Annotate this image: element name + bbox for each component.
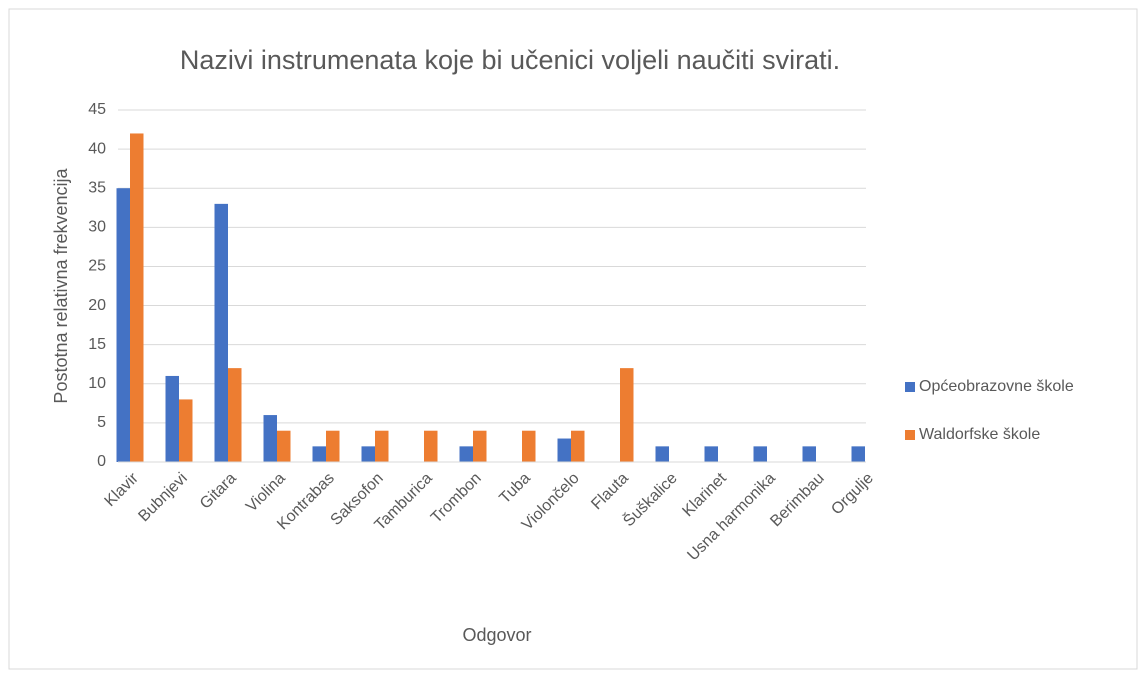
y-tick-label: 40 bbox=[88, 140, 106, 157]
legend-swatch bbox=[905, 382, 915, 392]
bar bbox=[655, 446, 669, 462]
bar bbox=[753, 446, 767, 462]
bar bbox=[130, 133, 144, 462]
bar bbox=[802, 446, 816, 462]
legend-label: Waldorfske škole bbox=[919, 426, 1040, 443]
bar bbox=[312, 446, 326, 462]
bar bbox=[214, 203, 228, 462]
y-tick-label: 20 bbox=[88, 297, 106, 314]
x-axis-label: Odgovor bbox=[462, 625, 531, 645]
y-tick-label: 45 bbox=[88, 101, 106, 118]
y-axis-label: Postotna relativna frekvencija bbox=[51, 167, 71, 403]
y-tick-label: 10 bbox=[88, 375, 106, 392]
y-tick-label: 25 bbox=[88, 258, 106, 275]
bar bbox=[361, 446, 375, 462]
bar bbox=[557, 438, 571, 462]
bar bbox=[704, 446, 718, 462]
y-tick-label: 30 bbox=[88, 219, 106, 236]
bar bbox=[851, 446, 865, 462]
bar bbox=[165, 375, 179, 462]
legend-swatch bbox=[905, 430, 915, 440]
bar bbox=[263, 415, 277, 462]
bar bbox=[424, 430, 438, 462]
y-tick-label: 0 bbox=[97, 453, 106, 470]
chart-title: Nazivi instrumenata koje bi učenici volj… bbox=[180, 45, 840, 75]
bar bbox=[228, 368, 242, 462]
y-tick-label: 15 bbox=[88, 336, 106, 353]
chart-border bbox=[8, 8, 1138, 670]
bar bbox=[620, 368, 634, 462]
bar bbox=[326, 430, 340, 462]
bar bbox=[473, 430, 487, 462]
y-tick-label: 35 bbox=[88, 179, 106, 196]
bar bbox=[179, 399, 193, 462]
bar bbox=[116, 188, 130, 462]
bar bbox=[277, 430, 291, 462]
y-tick-label: 5 bbox=[97, 414, 106, 431]
bar bbox=[571, 430, 585, 462]
bar bbox=[375, 430, 389, 462]
legend-label: Općeobrazovne škole bbox=[919, 378, 1074, 395]
bar bbox=[522, 430, 536, 462]
bar bbox=[459, 446, 473, 462]
